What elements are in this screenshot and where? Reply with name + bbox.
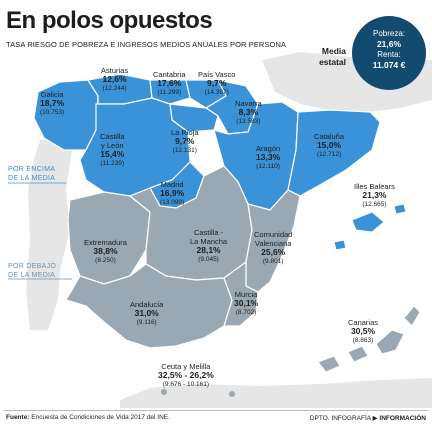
label-extremadura: Extremadura 38,8% (8.250) [84,238,127,264]
region-melilla[interactable] [229,391,235,397]
label-castilla-leon: Castilla y León 15,4% (11.239) [100,132,125,167]
label-galicia: Galicia 18,7% (10.753) [40,90,65,116]
footer-divider [4,410,428,411]
region-cataluna[interactable] [287,109,381,197]
label-pais-vasco: País Vasco 9,7% (14.397) [198,70,236,96]
page-subtitle: TASA RIESGO DE POBREZA E INGRESOS MEDIOS… [6,40,287,49]
footer-source: Fuente: Encuesta de Condiciones de Vida … [6,414,170,421]
legend-below: POR DEBAJO DE LA MEDIA [8,263,57,279]
page-title: En polos opuestos [6,7,213,34]
region-baleares-1[interactable] [351,211,385,233]
region-ceuta[interactable] [161,389,167,395]
region-canarias-3[interactable] [375,329,405,355]
region-canarias-4[interactable] [403,305,421,327]
label-murcia: Murcia 30,1% (8.702) [234,290,259,316]
label-cantabria: Cantabria 17,6% (11.299) [153,70,186,96]
footer-credit: DPTO. INFOGRAFÍA ▶ INFORMACIÓN [309,415,426,422]
region-cantabria[interactable] [149,79,191,105]
arrow-right-icon: ▶ [372,415,378,422]
income-label: Renta: [377,50,401,59]
national-average-circle: Pobreza: 21,6% Renta: 11.074 € [352,16,426,90]
label-baleares: Illes Balears 21,3% (12.665) [354,182,395,208]
region-canarias-2[interactable] [347,345,369,363]
income-value: 11.074 € [372,60,406,70]
poverty-value: 21,6% [376,39,402,49]
legend-above: POR ENCIMA DE LA MEDIA [8,166,56,182]
national-average-label: Media estatal [319,46,346,67]
region-valenciana[interactable] [245,189,301,293]
label-la-rioja: La Rioja 9,7% (12.131) [171,128,199,154]
africa-land [120,378,432,408]
label-andalucia: Andalucía 31,0% (9.116) [130,300,164,326]
portugal-land [26,134,72,330]
label-ceuta-melilla: Ceuta y Melilla 32,5% - 26,2% (9.676 - 1… [158,362,214,388]
label-navarra: Navarra 8,3% (13.583) [235,99,262,125]
label-madrid: Madrid 16,9% (13.099) [160,180,185,206]
label-castilla-mancha: Castilla - La Mancha 28,1% (9.045) [190,228,228,263]
label-asturias: Asturias 12,6% (12.244) [101,66,129,92]
label-canarias: Canarias 30,5% (8.863) [348,318,379,344]
region-baleares-3[interactable] [333,239,347,251]
region-baleares-2[interactable] [393,203,407,215]
label-valenciana: Comunidad Valenciana 25,6% (9.801) [254,230,293,265]
poverty-label: Pobreza: [372,29,406,38]
label-aragon: Aragón 13,3% (12.110) [256,144,281,170]
label-cataluna: Cataluña 15,0% (12.712) [314,132,345,158]
region-canarias-1[interactable] [317,355,341,373]
region-murcia[interactable] [223,260,259,327]
